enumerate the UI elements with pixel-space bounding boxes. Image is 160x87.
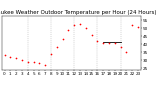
Point [108, 42, 110, 43]
Point [21, 59, 23, 61]
Point [32, 61, 35, 62]
Point [90, 34, 93, 35]
Title: Milwaukee Weather Outdoor Temperature per Hour (24 Hours): Milwaukee Weather Outdoor Temperature pe… [0, 10, 157, 15]
Point [102, 42, 104, 43]
Point [113, 42, 116, 43]
Point [44, 64, 46, 66]
Point [67, 29, 70, 31]
Point [131, 24, 133, 26]
Point [73, 24, 75, 26]
Point [125, 51, 128, 53]
Point [26, 61, 29, 62]
Point [50, 53, 52, 54]
Point [55, 47, 58, 48]
Point [3, 55, 6, 56]
Point [137, 26, 139, 27]
Point [84, 28, 87, 29]
Point [119, 47, 122, 48]
Point [79, 23, 81, 24]
Point [61, 39, 64, 40]
Point [15, 58, 17, 59]
Point [9, 56, 12, 58]
Point [38, 63, 41, 64]
Point [96, 40, 99, 42]
